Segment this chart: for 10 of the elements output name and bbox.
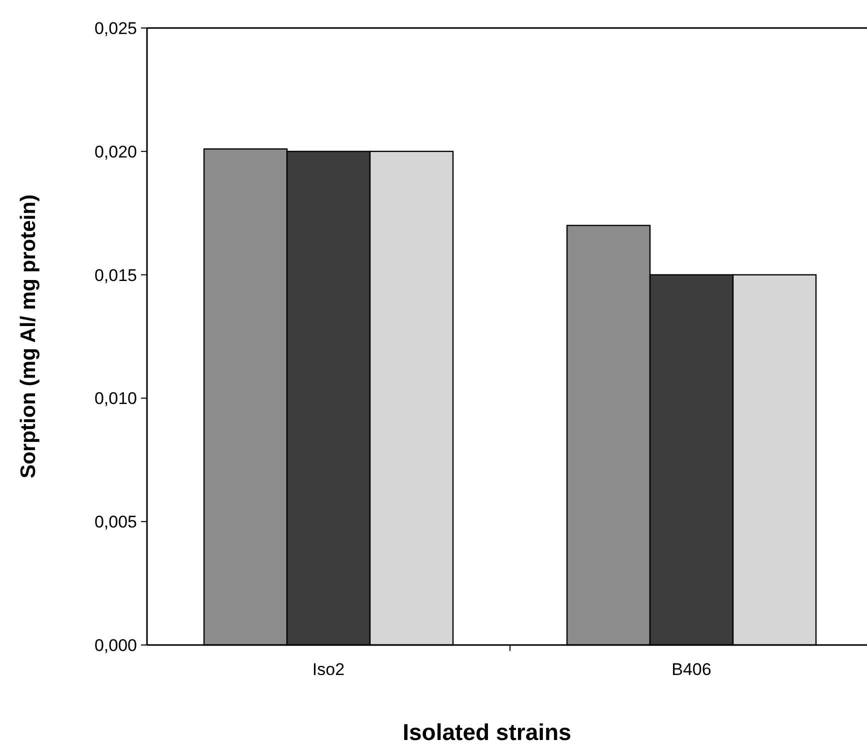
y-tick-label: 0,005: [94, 512, 137, 532]
y-tick-label: 0,000: [94, 636, 137, 655]
x-tick-label: Iso2: [312, 660, 345, 679]
y-tick-label: 0,015: [94, 266, 137, 285]
y-tick-label: 0,010: [94, 389, 137, 408]
x-tick-label: B406: [672, 660, 712, 679]
x-axis-title: Isolated strains: [402, 719, 572, 745]
y-axis-title: Sorption (mg Al/ mg protein): [17, 194, 40, 478]
y-tick-label: 0,020: [94, 142, 137, 162]
y-tick-label: 0,025: [94, 18, 137, 38]
